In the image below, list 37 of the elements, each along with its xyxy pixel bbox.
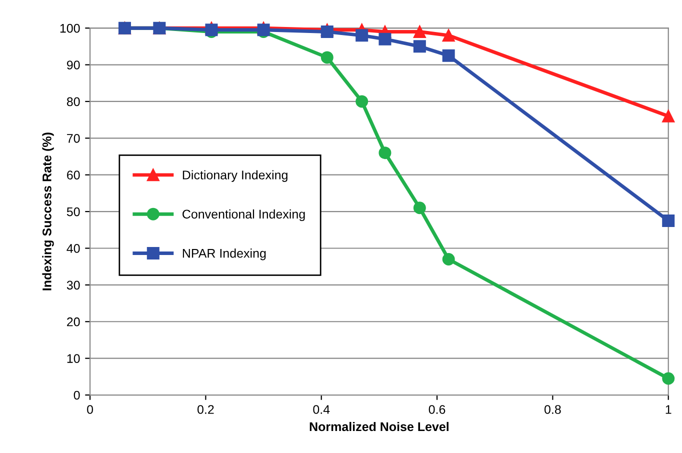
- legend-label: Conventional Indexing: [182, 209, 305, 222]
- y-tick-label: 40: [66, 244, 80, 253]
- y-tick-label: 30: [66, 280, 80, 290]
- legend-label: Dictionary Indexing: [182, 170, 288, 182]
- point: [320, 26, 334, 38]
- legend-label: NPAR Indexing: [182, 248, 266, 260]
- x-axis-title: Normalized Noise Level: [310, 422, 448, 432]
- point: [413, 40, 426, 53]
- point: [320, 51, 334, 64]
- y-axis-title: Indexing Success Rate (%): [42, 132, 54, 290]
- point: [442, 49, 455, 62]
- x-tick-label: 1: [666, 405, 672, 414]
- y-tick-label: 70: [67, 134, 80, 143]
- y-tick-label: 0: [74, 390, 80, 400]
- point: [662, 110, 675, 122]
- point: [378, 146, 392, 160]
- x-tick-label: 0.8: [544, 405, 561, 414]
- y-tick-label: 60: [67, 170, 80, 180]
- y-tick-label: 20: [67, 317, 80, 326]
- point: [662, 372, 675, 385]
- x-tick-label: 0.6: [428, 405, 446, 414]
- point: [442, 253, 455, 266]
- point: [356, 95, 368, 108]
- y-tick-label: 80: [66, 97, 80, 106]
- point: [442, 29, 455, 42]
- point: [413, 202, 426, 214]
- x-tick-label: 0: [87, 405, 94, 414]
- point: [662, 214, 675, 227]
- point: [356, 29, 368, 42]
- y-tick-label: 90: [66, 60, 80, 70]
- y-tick-label: 50: [66, 207, 80, 216]
- point: [413, 26, 426, 38]
- x-tick-label: 0.4: [313, 405, 330, 414]
- point: [378, 32, 392, 46]
- y-tick-label: 10: [67, 354, 80, 363]
- x-tick-label: 0.2: [197, 405, 214, 414]
- y-tick-label: 100: [60, 24, 80, 33]
